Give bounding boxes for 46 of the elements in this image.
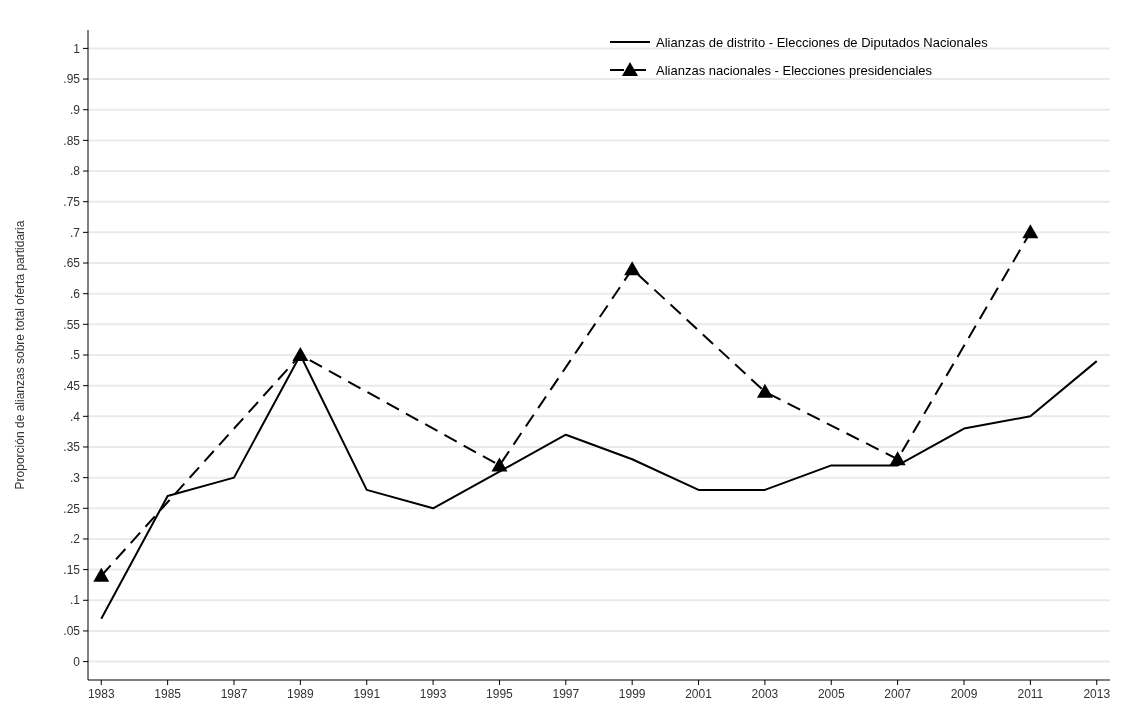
legend-label: Alianzas nacionales - Elecciones presidenciales bbox=[656, 62, 933, 78]
point bbox=[93, 567, 110, 582]
y-tick-label: .85 bbox=[63, 133, 81, 148]
legend-label: Alianzas de distrito - Elecciones de Diputados Nacionales bbox=[656, 34, 989, 50]
y-tick-label: .75 bbox=[63, 194, 81, 209]
point bbox=[889, 451, 906, 466]
y-tick-label: .2 bbox=[69, 532, 81, 547]
y-tick-label: .3 bbox=[69, 470, 81, 485]
y-tick-label: .6 bbox=[69, 286, 81, 301]
y-tick-label: .15 bbox=[63, 562, 81, 577]
x-tick-label: 1985 bbox=[154, 687, 182, 701]
x-tick-label: 1987 bbox=[220, 687, 248, 701]
y-tick-label: .55 bbox=[63, 317, 81, 332]
y-tick-label: .5 bbox=[69, 348, 81, 363]
x-tick-label: 1993 bbox=[419, 687, 447, 701]
x-tick-label: 1983 bbox=[87, 687, 115, 701]
x-tick-label: 2003 bbox=[751, 687, 779, 701]
x-tick-label: 1991 bbox=[353, 687, 381, 701]
y-tick-label: .45 bbox=[63, 378, 81, 393]
x-tick-label: 2001 bbox=[685, 687, 713, 701]
y-tick-label: 0 bbox=[73, 654, 81, 669]
x-tick-label: 1999 bbox=[618, 687, 646, 701]
point bbox=[491, 457, 508, 472]
x-tick-label: 2005 bbox=[817, 687, 845, 701]
x-tick-label: 1995 bbox=[486, 687, 514, 701]
y-tick-label: .25 bbox=[63, 501, 81, 516]
x-tick-label: 1989 bbox=[287, 687, 315, 701]
x-tick-label: 2011 bbox=[1017, 687, 1044, 701]
x-tick-label: 2009 bbox=[950, 687, 978, 701]
y-tick-label: .05 bbox=[63, 624, 81, 639]
point bbox=[756, 383, 773, 398]
x-tick-label: 1997 bbox=[552, 687, 580, 701]
y-tick-label: .65 bbox=[63, 256, 81, 271]
y-tick-label: .35 bbox=[63, 440, 81, 455]
y-axis-title: Proporción de alianzas sobre total oferta partidaria bbox=[13, 220, 27, 490]
y-tick-label: .4 bbox=[69, 409, 81, 424]
y-tick-label: .95 bbox=[63, 72, 81, 87]
y-tick-label: .7 bbox=[69, 225, 81, 240]
y-tick-label: 1 bbox=[73, 41, 81, 56]
y-tick-label: .8 bbox=[69, 164, 81, 179]
point bbox=[624, 261, 641, 276]
y-tick-label: .1 bbox=[69, 593, 81, 608]
x-tick-label: 2013 bbox=[1083, 687, 1111, 701]
x-tick-label: 2007 bbox=[884, 687, 912, 701]
y-tick-label: .9 bbox=[69, 102, 81, 117]
point bbox=[1022, 224, 1039, 239]
